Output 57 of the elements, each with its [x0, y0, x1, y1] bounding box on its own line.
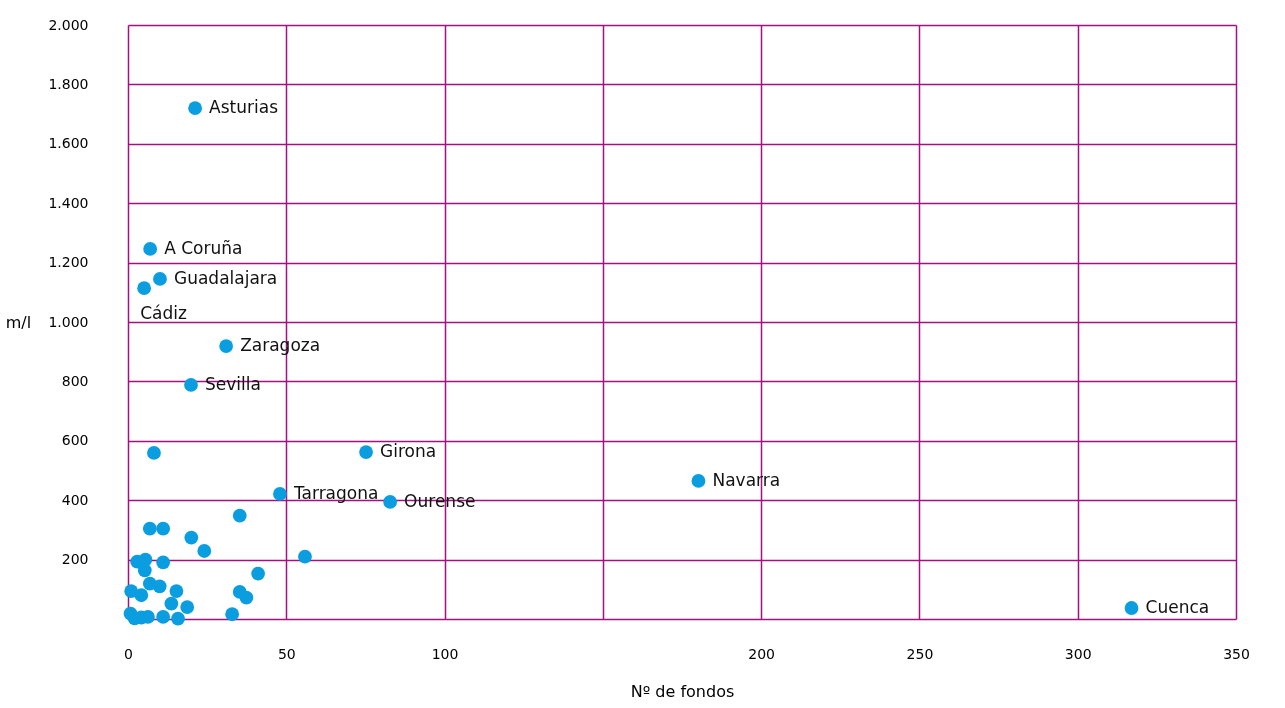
annotation: Tarragona — [292, 482, 379, 503]
point — [164, 596, 179, 611]
x-tick-label: 300 — [1064, 645, 1092, 662]
point — [137, 281, 152, 296]
point — [180, 600, 195, 614]
y-tick-label: 1.400 — [48, 194, 89, 211]
y-tick-label: 1.600 — [48, 135, 89, 152]
point — [124, 584, 139, 598]
annotation: A Coruña — [164, 237, 243, 258]
point — [225, 607, 240, 622]
point — [171, 611, 185, 626]
point — [232, 508, 247, 523]
y-tick-label: 400 — [61, 491, 89, 508]
x-axis-title: Nº de fondos — [630, 681, 735, 701]
x-tick-label: 350 — [1223, 645, 1250, 662]
point — [156, 610, 171, 624]
y-tick-label: 200 — [61, 551, 89, 568]
x-tick-label: 200 — [748, 645, 776, 662]
annotation: Cádiz — [140, 303, 187, 324]
y-tick-label: 600 — [61, 432, 89, 449]
point — [359, 445, 373, 459]
point — [197, 544, 212, 558]
y-axis-title: m/l — [5, 312, 32, 332]
y-tick-label: 2.000 — [48, 16, 89, 33]
x-tick-label: 250 — [906, 645, 934, 662]
point — [273, 487, 287, 501]
point — [147, 446, 161, 460]
x-tick-label: 0 — [124, 645, 133, 662]
point — [156, 555, 171, 570]
point — [156, 521, 171, 536]
y-tick-label: 1.000 — [48, 313, 89, 330]
point — [219, 339, 234, 353]
annotation: Girona — [380, 441, 437, 462]
annotation: Cuenca — [1145, 597, 1210, 618]
point — [134, 588, 149, 603]
point — [298, 549, 312, 564]
point — [142, 576, 157, 591]
point — [153, 272, 167, 286]
annotation: Guadalajara — [173, 267, 278, 288]
y-tick-label: 1.800 — [48, 75, 89, 92]
point — [383, 495, 398, 509]
point — [142, 521, 157, 536]
point — [169, 584, 184, 598]
point — [143, 242, 158, 256]
point — [691, 474, 706, 488]
x-tick-label: 50 — [277, 645, 296, 662]
y-tick-label: 800 — [61, 372, 89, 389]
point — [251, 566, 265, 581]
point — [239, 590, 254, 605]
point — [184, 530, 199, 545]
annotation: Asturias — [209, 97, 279, 118]
point — [137, 563, 152, 578]
y-tick-label: 1.200 — [48, 254, 89, 271]
x-tick-label: 100 — [431, 645, 459, 662]
point — [184, 378, 198, 392]
point — [188, 101, 203, 116]
point — [1124, 601, 1139, 615]
